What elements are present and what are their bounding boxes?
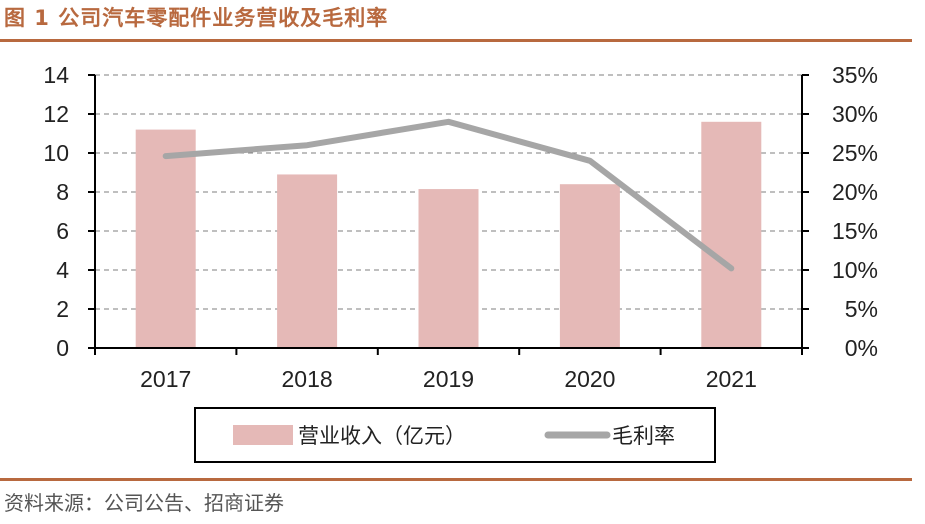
revenue-bar-2019 — [418, 189, 479, 348]
left-tick-label: 8 — [56, 179, 69, 205]
revenue-bar-2020 — [559, 184, 620, 348]
x-tick-label: 2019 — [423, 366, 474, 392]
revenue-bar-2017 — [135, 129, 196, 348]
left-tick-label: 12 — [43, 101, 69, 127]
axes — [88, 74, 809, 355]
right-axis-ticks: 0% 5% 10% 15% 20% 25% 30% 35% — [832, 62, 878, 361]
x-axis-ticks: 2017 2018 2019 2020 2021 — [140, 366, 757, 392]
left-tick-label: 4 — [56, 257, 69, 283]
legend-revenue-label: 营业收入（亿元） — [298, 424, 466, 448]
right-tick-label: 25% — [832, 140, 878, 166]
legend-revenue-swatch — [233, 425, 293, 445]
revenue-bar-2018 — [277, 174, 338, 348]
right-tick-label: 20% — [832, 179, 878, 205]
margin-point-2017 — [163, 153, 169, 159]
left-tick-label: 2 — [56, 296, 69, 322]
left-tick-label: 0 — [56, 335, 69, 361]
right-tick-label: 15% — [832, 218, 878, 244]
margin-point-2018 — [304, 142, 310, 148]
left-tick-label: 14 — [43, 62, 69, 88]
source-note: 资料来源：公司公告、招商证券 — [4, 491, 284, 515]
margin-point-2021 — [728, 265, 734, 271]
legend: 营业收入（亿元） 毛利率 — [194, 407, 716, 463]
left-tick-label: 6 — [56, 218, 69, 244]
right-tick-label: 30% — [832, 101, 878, 127]
right-tick-label: 35% — [832, 62, 878, 88]
x-tick-label: 2020 — [564, 366, 615, 392]
margin-line — [162, 118, 735, 272]
x-tick-label: 2021 — [706, 366, 757, 392]
x-tick-label: 2017 — [140, 366, 191, 392]
legend-margin-label: 毛利率 — [612, 424, 675, 448]
right-tick-label: 0% — [845, 335, 878, 361]
revenue-bar-2021 — [701, 121, 762, 348]
revenue-bars — [135, 121, 762, 348]
top-divider — [0, 39, 912, 42]
left-axis-ticks: 0 2 4 6 8 10 12 14 — [43, 62, 69, 361]
margin-point-2020 — [587, 158, 593, 164]
bottom-divider — [0, 478, 912, 481]
x-tick-label: 2018 — [282, 366, 333, 392]
figure-title: 图 1 公司汽车零配件业务营收及毛利率 — [4, 6, 389, 30]
margin-point-2019 — [446, 119, 451, 125]
right-tick-label: 10% — [832, 257, 878, 283]
right-tick-label: 5% — [845, 296, 878, 322]
left-tick-label: 10 — [43, 140, 69, 166]
